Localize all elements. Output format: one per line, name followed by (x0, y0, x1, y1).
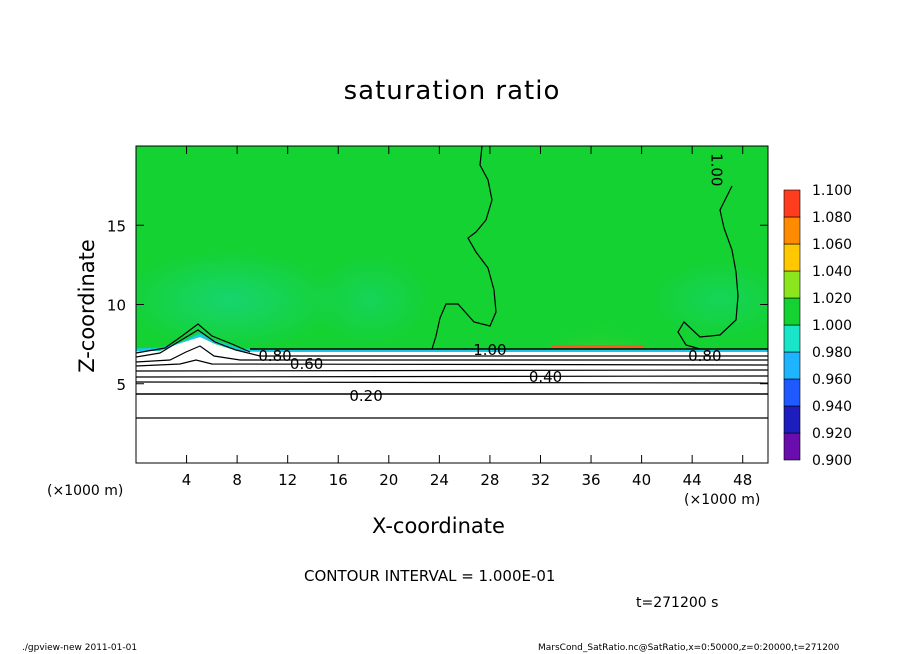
field-cool-mid (310, 255, 430, 345)
contour-label: 1.00 (473, 341, 506, 359)
contour-label: 0.80 (258, 347, 291, 365)
heatmap-field (136, 146, 768, 463)
contour-mid-4 (136, 375, 768, 378)
footer-right: MarsCond_SatRatio.nc@SatRatio,x=0:50000,… (538, 643, 840, 653)
colorbar-segment (783, 405, 801, 434)
time-label: t=271200 s (636, 595, 719, 611)
contour-label: 0.60 (290, 355, 323, 373)
colorbar-segment (783, 243, 801, 272)
colorbar-segment (783, 324, 801, 353)
colorbar-segment (783, 432, 801, 461)
colorbar-segment (783, 297, 801, 326)
x-tick-label: 32 (531, 471, 550, 489)
x-tick-label: 44 (683, 471, 702, 489)
colorbar-label: 0.960 (812, 372, 852, 388)
x-unit-left: (×1000 m) (47, 483, 124, 499)
colorbar-label: 1.060 (812, 237, 852, 253)
chart-title: saturation ratio (343, 76, 561, 106)
x-axis-label: X-coordinate (372, 514, 505, 538)
contour-interval-text: CONTOUR INTERVAL = 1.000E-01 (304, 567, 556, 585)
colorbar-label: 0.900 (812, 453, 852, 469)
x-tick-label: 16 (329, 471, 348, 489)
field-lower (136, 337, 768, 463)
contour-mid-1 (136, 345, 768, 363)
x-tick-label: 12 (278, 471, 297, 489)
field-cool-left (136, 250, 340, 350)
contour-100-right-branch (677, 185, 739, 350)
colorbar-label: 1.080 (812, 210, 852, 226)
contour-lines (136, 146, 768, 419)
x-tick-label: 48 (733, 471, 752, 489)
footer-left: ./gpview-new 2011-01-01 (22, 643, 138, 653)
x-tick-label: 40 (632, 471, 651, 489)
y-tick-label: 10 (107, 297, 126, 315)
y-tick-label: 15 (107, 217, 126, 235)
contour-upper-left-2 (136, 329, 768, 358)
y-ticks: 5 10 15 (107, 217, 768, 394)
x-tick-label: 4 (182, 471, 192, 489)
contour-mid-5 (136, 381, 768, 384)
x-tick-label: 36 (581, 471, 600, 489)
colorbar-label: 0.940 (812, 399, 852, 415)
x-tick-label: 28 (480, 471, 499, 489)
contour-label: 0.40 (529, 368, 562, 386)
contour-label: 1.00 (707, 153, 725, 186)
x-tick-label: 8 (232, 471, 242, 489)
colorbar-label: 1.020 (812, 291, 852, 307)
contour-mid-3 (136, 369, 768, 372)
colorbar-label: 1.000 (812, 318, 852, 334)
colorbar-segment (783, 270, 801, 299)
colorbar-segment (783, 351, 801, 380)
x-ticks: 4 8 12 16 20 24 28 32 36 40 44 48 (182, 146, 752, 489)
colorbar-label: 1.100 (812, 183, 852, 199)
colorbar: 0.900 0.920 0.940 0.960 0.980 1.000 1.020 1.040… (783, 183, 852, 469)
colorbar-segment (783, 189, 801, 218)
contour-labels: 0.200.400.600.80 0.801.001.00 (258, 153, 725, 405)
field-red-streak (552, 345, 644, 348)
x-unit-right: (×1000 m) (684, 492, 761, 508)
colorbar-segment (783, 378, 801, 407)
contour-upper-left (136, 323, 251, 354)
x-tick-label: 24 (430, 471, 449, 489)
colorbar-label: 1.040 (812, 264, 852, 280)
contour-label: 0.80 (688, 347, 721, 365)
contour-label: 0.20 (349, 387, 382, 405)
contour-mid-2 (136, 359, 768, 367)
colorbar-label: 0.920 (812, 426, 852, 442)
y-tick-label: 5 (116, 376, 126, 394)
colorbar-label: 0.980 (812, 345, 852, 361)
contour-100-left-branch (431, 146, 497, 350)
colorbar-segment (783, 216, 801, 245)
x-tick-label: 20 (379, 471, 398, 489)
